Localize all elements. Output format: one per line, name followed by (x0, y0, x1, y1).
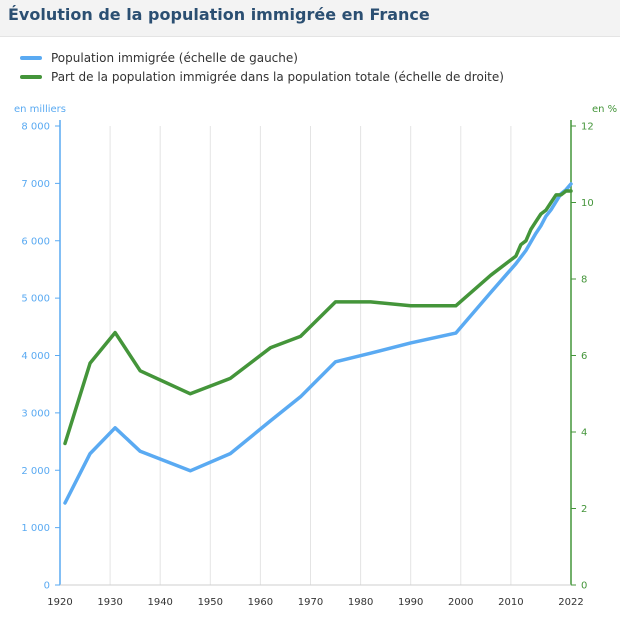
x-tick-label: 1920 (47, 597, 72, 608)
right-axis-tick-label: 0 (581, 581, 587, 592)
right-axis: 0 2 4 6 8 10 12 (570, 120, 594, 592)
left-axis-tick-label: 3 000 (21, 408, 50, 419)
left-axis-tick-label: 2 000 (21, 466, 50, 477)
left-axis-tick-label: 7 000 (21, 179, 50, 190)
chart-legend: Population immigrée (échelle de gauche) … (20, 48, 504, 86)
x-tick-label: 2010 (498, 597, 523, 608)
left-axis: 0 1 000 2 000 3 000 4 000 5 000 6 000 7 000 8 00… (21, 120, 61, 592)
right-axis-tick-label: 4 (581, 428, 587, 439)
x-axis: 1920 1930 1940 1950 1960 1970 1980 1990 2000 2010… (47, 584, 584, 608)
x-tick-label: 1990 (398, 597, 423, 608)
legend-swatch-population (20, 55, 42, 60)
left-axis-tick-label: 6 000 (21, 236, 50, 247)
x-tick-label: 1930 (97, 597, 122, 608)
left-axis-unit-label: en milliers (14, 104, 66, 115)
right-axis-tick-label: 12 (581, 122, 594, 133)
left-axis-tick-label: 1 000 (21, 523, 50, 534)
chart-header: Évolution de la population immigrée en F… (0, 0, 620, 37)
right-axis-unit-label: en % (592, 104, 617, 115)
series-line-share (63, 189, 573, 446)
x-tick-label: 1970 (298, 597, 323, 608)
right-axis-tick-label: 10 (581, 198, 594, 209)
x-tick-label: 1980 (348, 597, 373, 608)
x-tick-label: 2000 (448, 597, 473, 608)
left-axis-tick-label: 8 000 (21, 122, 50, 133)
series-line-population (63, 182, 573, 505)
legend-swatch-share (20, 74, 42, 79)
legend-label-share: Part de la population immigrée dans la p… (51, 69, 504, 84)
left-axis-tick-label: 0 (44, 581, 50, 592)
legend-label-population: Population immigrée (échelle de gauche) (51, 50, 298, 65)
left-axis-tick-label: 5 000 (21, 294, 50, 305)
right-axis-tick-label: 8 (581, 275, 587, 286)
x-tick-label: 1950 (198, 597, 223, 608)
left-axis-tick-label: 4 000 (21, 351, 50, 362)
x-tick-label: 1940 (147, 597, 172, 608)
legend-item-population[interactable]: Population immigrée (échelle de gauche) (20, 48, 504, 67)
x-tick-label: 2022 (558, 597, 583, 608)
right-axis-tick-label: 6 (581, 351, 587, 362)
chart-title: Évolution de la population immigrée en F… (8, 5, 430, 24)
chart-grid (109, 126, 512, 585)
chart-lines (63, 182, 573, 505)
legend-item-share[interactable]: Part de la population immigrée dans la p… (20, 67, 504, 86)
right-axis-tick-label: 2 (581, 504, 587, 515)
x-tick-label: 1960 (248, 597, 273, 608)
